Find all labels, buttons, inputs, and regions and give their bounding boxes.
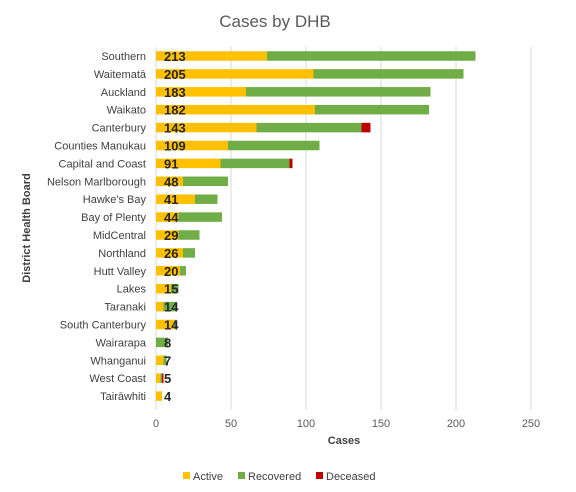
bar-segment-active (156, 319, 174, 330)
total-data-label: 14 (164, 300, 179, 315)
bar-segment-active (156, 51, 267, 61)
bar-segment-active (156, 301, 164, 312)
total-data-label: 5 (164, 371, 171, 386)
bar-segment-deceased (162, 373, 164, 383)
category-label: Waitematā (94, 69, 147, 81)
bar-segment-recovered (178, 230, 200, 240)
bar-segment-recovered (163, 355, 167, 366)
category-label: Southern (101, 51, 146, 63)
total-data-label: 20 (164, 264, 178, 279)
bar-segment-recovered (171, 283, 179, 294)
chart-title: Cases by DHB (219, 12, 330, 31)
total-data-label: 41 (164, 192, 178, 207)
bar-segment-active (156, 212, 179, 222)
category-label: Bay of Plenty (81, 212, 146, 224)
total-data-label: 143 (164, 121, 186, 136)
bar-segment-active (156, 87, 246, 97)
bar-segment-active (156, 104, 315, 115)
bar-segment-recovered (180, 266, 186, 276)
bar-segment-recovered (160, 373, 162, 383)
total-data-label: 48 (164, 174, 178, 189)
bar-segment-deceased (361, 122, 371, 133)
bar-segment-recovered (195, 194, 218, 204)
category-label: Hawke's Bay (83, 194, 147, 206)
bar-segment-recovered (178, 212, 222, 222)
total-data-label: 26 (164, 246, 178, 261)
bar-segment-active (156, 283, 171, 294)
total-data-label: 8 (164, 335, 171, 350)
total-data-label: 205 (164, 67, 186, 82)
x-tick-label: 250 (522, 418, 540, 430)
bar-segment-active (156, 69, 314, 79)
x-tick-label: 50 (225, 418, 237, 430)
category-label: Nelson Marlborough (47, 176, 146, 188)
legend-label-active: Active (193, 471, 223, 483)
total-data-label: 14 (164, 318, 179, 333)
bar-segment-active (156, 140, 228, 151)
bar-segment-active (156, 230, 179, 240)
total-data-label: 7 (164, 353, 171, 368)
bar-segment-recovered (183, 176, 228, 187)
total-data-label: 183 (164, 85, 186, 100)
bar-segment-recovered (256, 122, 362, 133)
total-data-label: 44 (164, 210, 179, 225)
category-label: MidCentral (93, 230, 146, 242)
category-label: Northland (98, 248, 146, 260)
y-axis-title: District Health Board (21, 173, 33, 282)
category-label: Wairarapa (96, 337, 147, 349)
category-label: Waikato (107, 105, 146, 117)
bar-segment-active (156, 122, 257, 133)
x-tick-label: 200 (447, 418, 465, 430)
total-data-label: 4 (164, 389, 172, 404)
total-data-label: 91 (164, 156, 178, 171)
category-label: Taranaki (104, 302, 146, 314)
bar-segment-active (156, 176, 183, 187)
bar-segment-recovered (228, 140, 320, 151)
legend: Active Recovered Deceased (183, 471, 376, 483)
bar-segment-recovered (313, 69, 464, 79)
bar-segment-recovered (267, 51, 476, 61)
bar-segment-recovered (315, 104, 429, 115)
bar-segment-recovered (156, 337, 168, 348)
category-label: Whanganui (90, 355, 146, 367)
legend-label-recovered: Recovered (248, 471, 301, 483)
total-data-label: 15 (164, 282, 178, 297)
category-label: West Coast (89, 373, 146, 385)
bar-segment-active (156, 266, 180, 276)
category-label: Capital and Coast (59, 158, 146, 170)
legend-swatch-deceased (316, 472, 323, 479)
legend-swatch-recovered (238, 472, 245, 479)
category-label: Counties Manukau (54, 141, 146, 153)
category-label: Hutt Valley (94, 266, 147, 278)
total-data-label: 182 (164, 103, 186, 118)
bar-segment-recovered (163, 301, 177, 312)
category-label: Lakes (117, 284, 147, 296)
category-label: Canterbury (92, 123, 147, 135)
category-label: Auckland (101, 87, 146, 99)
bar-segment-deceased (289, 158, 293, 169)
bar-segment-active (156, 248, 183, 258)
bar-segment-recovered (246, 87, 431, 97)
x-tick-label: 150 (372, 418, 390, 430)
total-data-label: 213 (164, 49, 186, 64)
bar-segment-active (156, 194, 195, 204)
x-tick-label: 0 (153, 418, 159, 430)
x-tick-label: 100 (297, 418, 315, 430)
bar-segment-active (156, 158, 221, 169)
bar-segment-active (156, 355, 164, 366)
category-label: Tairāwhiti (100, 391, 146, 403)
bar-segment-recovered (220, 158, 290, 169)
bar-segment-recovered (174, 319, 177, 330)
bar-segment-active (156, 373, 161, 383)
legend-label-deceased: Deceased (326, 471, 376, 483)
bar-segment-recovered (183, 248, 195, 258)
x-axis-title: Cases (328, 435, 360, 447)
legend-swatch-active (183, 472, 190, 479)
category-label: South Canterbury (60, 320, 147, 332)
total-data-label: 29 (164, 228, 178, 243)
bar-segment-active (156, 391, 162, 401)
total-data-label: 109 (164, 139, 186, 154)
